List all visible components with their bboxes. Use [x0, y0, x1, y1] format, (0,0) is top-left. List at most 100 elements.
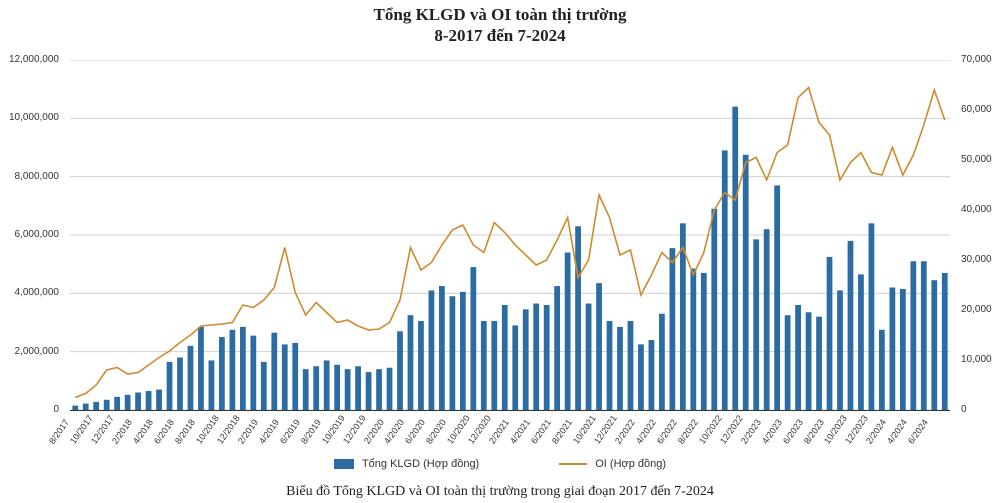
- bar: [586, 304, 592, 410]
- ytick-right: 70,000: [961, 55, 1000, 65]
- bar: [816, 317, 822, 410]
- x-tick-label: 8/2018: [173, 417, 197, 445]
- bar: [554, 286, 560, 410]
- y-axis-left: 02,000,0004,000,0006,000,0008,000,00010,…: [0, 60, 65, 410]
- x-tick-label: 4/2018: [131, 417, 155, 445]
- bar: [250, 336, 256, 410]
- bar: [345, 369, 351, 410]
- bar: [732, 107, 738, 410]
- ytick-right: 30,000: [961, 255, 1000, 265]
- bar: [638, 344, 644, 410]
- bar: [104, 400, 110, 410]
- bar: [858, 274, 864, 410]
- bar: [931, 280, 937, 410]
- bar: [827, 257, 833, 410]
- x-tick-label: 8/2020: [424, 417, 448, 445]
- bar: [72, 406, 78, 410]
- ytick-right: 10,000: [961, 355, 1000, 365]
- chart-container: Tổng KLGD và OI toàn thị trường 8-2017 đ…: [0, 0, 1000, 503]
- bar: [261, 362, 267, 410]
- bar: [481, 321, 487, 410]
- bar: [596, 283, 602, 410]
- bar: [198, 327, 204, 410]
- x-tick-label: 4/2019: [257, 417, 281, 445]
- legend: Tổng KLGD (Hợp đồng) OI (Hợp đồng): [0, 458, 1000, 470]
- bar: [848, 241, 854, 410]
- bar: [408, 315, 414, 410]
- ytick-left: 8,000,000: [3, 172, 59, 182]
- bar: [450, 296, 456, 410]
- bar: [230, 330, 236, 410]
- bar: [523, 309, 529, 410]
- x-tick-label: 6/2019: [278, 417, 302, 445]
- ytick-left: 12,000,000: [3, 55, 59, 65]
- title-line-1: Tổng KLGD và OI toàn thị trường: [374, 5, 627, 24]
- bar: [659, 314, 665, 410]
- x-axis-labels: 8/201710/201712/20172/20184/20186/20188/…: [70, 412, 950, 460]
- bar: [324, 360, 330, 410]
- ytick-left: 2,000,000: [3, 347, 59, 357]
- x-tick-label: 6/2021: [529, 417, 553, 445]
- ytick-right: 40,000: [961, 205, 1000, 215]
- plot-area: [70, 60, 950, 411]
- bar: [890, 288, 896, 411]
- bar: [219, 337, 225, 410]
- bar: [690, 269, 696, 410]
- bar: [292, 343, 298, 410]
- bar: [785, 315, 791, 410]
- bar: [806, 312, 812, 410]
- bar: [376, 369, 382, 410]
- caption: Biểu đồ Tổng KLGD và OI toàn thị trường …: [0, 484, 1000, 500]
- bar: [701, 273, 707, 410]
- x-tick-label: 4/2021: [508, 417, 532, 445]
- bar: [575, 226, 581, 410]
- bar: [617, 327, 623, 410]
- legend-swatch-line: [559, 463, 587, 465]
- x-tick-label: 6/2020: [403, 417, 427, 445]
- x-tick-label: 8/2023: [802, 417, 826, 445]
- bar: [83, 404, 89, 410]
- x-tick-label: 4/2022: [634, 417, 658, 445]
- chart-title: Tổng KLGD và OI toàn thị trường 8-2017 đ…: [0, 4, 1000, 47]
- bar: [942, 273, 948, 410]
- ytick-left: 4,000,000: [3, 288, 59, 298]
- bar: [879, 330, 885, 410]
- ytick-right: 20,000: [961, 305, 1000, 315]
- ytick-left: 6,000,000: [3, 230, 59, 240]
- bar: [167, 362, 173, 410]
- bar: [177, 358, 183, 411]
- legend-label-line: OI (Hợp đồng): [595, 458, 666, 470]
- bar: [125, 395, 131, 410]
- x-tick-label: 6/2024: [906, 417, 930, 445]
- x-tick-label: 4/2024: [885, 417, 909, 445]
- bar-series: [72, 107, 947, 410]
- bar: [93, 402, 99, 410]
- bar: [439, 286, 445, 410]
- bar: [355, 366, 361, 410]
- bar: [418, 321, 424, 410]
- bar: [764, 229, 770, 410]
- x-tick-label: 8/2021: [550, 417, 574, 445]
- legend-item-line: OI (Hợp đồng): [559, 458, 666, 470]
- bar: [334, 365, 340, 410]
- bar: [460, 292, 466, 410]
- bar: [491, 321, 497, 410]
- title-line-2: 8-2017 đến 7-2024: [434, 26, 565, 45]
- bar: [565, 253, 571, 411]
- ytick-right: 60,000: [961, 105, 1000, 115]
- bar: [544, 305, 550, 410]
- x-tick-label: 6/2023: [781, 417, 805, 445]
- bar: [313, 366, 319, 410]
- ytick-left: 10,000,000: [3, 113, 59, 123]
- legend-label-bars: Tổng KLGD (Hợp đồng): [362, 458, 479, 470]
- bar: [910, 261, 916, 410]
- x-tick-label: 6/2022: [655, 417, 679, 445]
- bar: [397, 331, 403, 410]
- bar: [114, 397, 120, 410]
- bar: [628, 321, 634, 410]
- oi-line-series: [75, 88, 945, 398]
- bar: [387, 368, 393, 410]
- bar: [366, 372, 372, 410]
- bar: [209, 360, 215, 410]
- y-axis-right: 010,00020,00030,00040,00050,00060,00070,…: [955, 60, 1000, 410]
